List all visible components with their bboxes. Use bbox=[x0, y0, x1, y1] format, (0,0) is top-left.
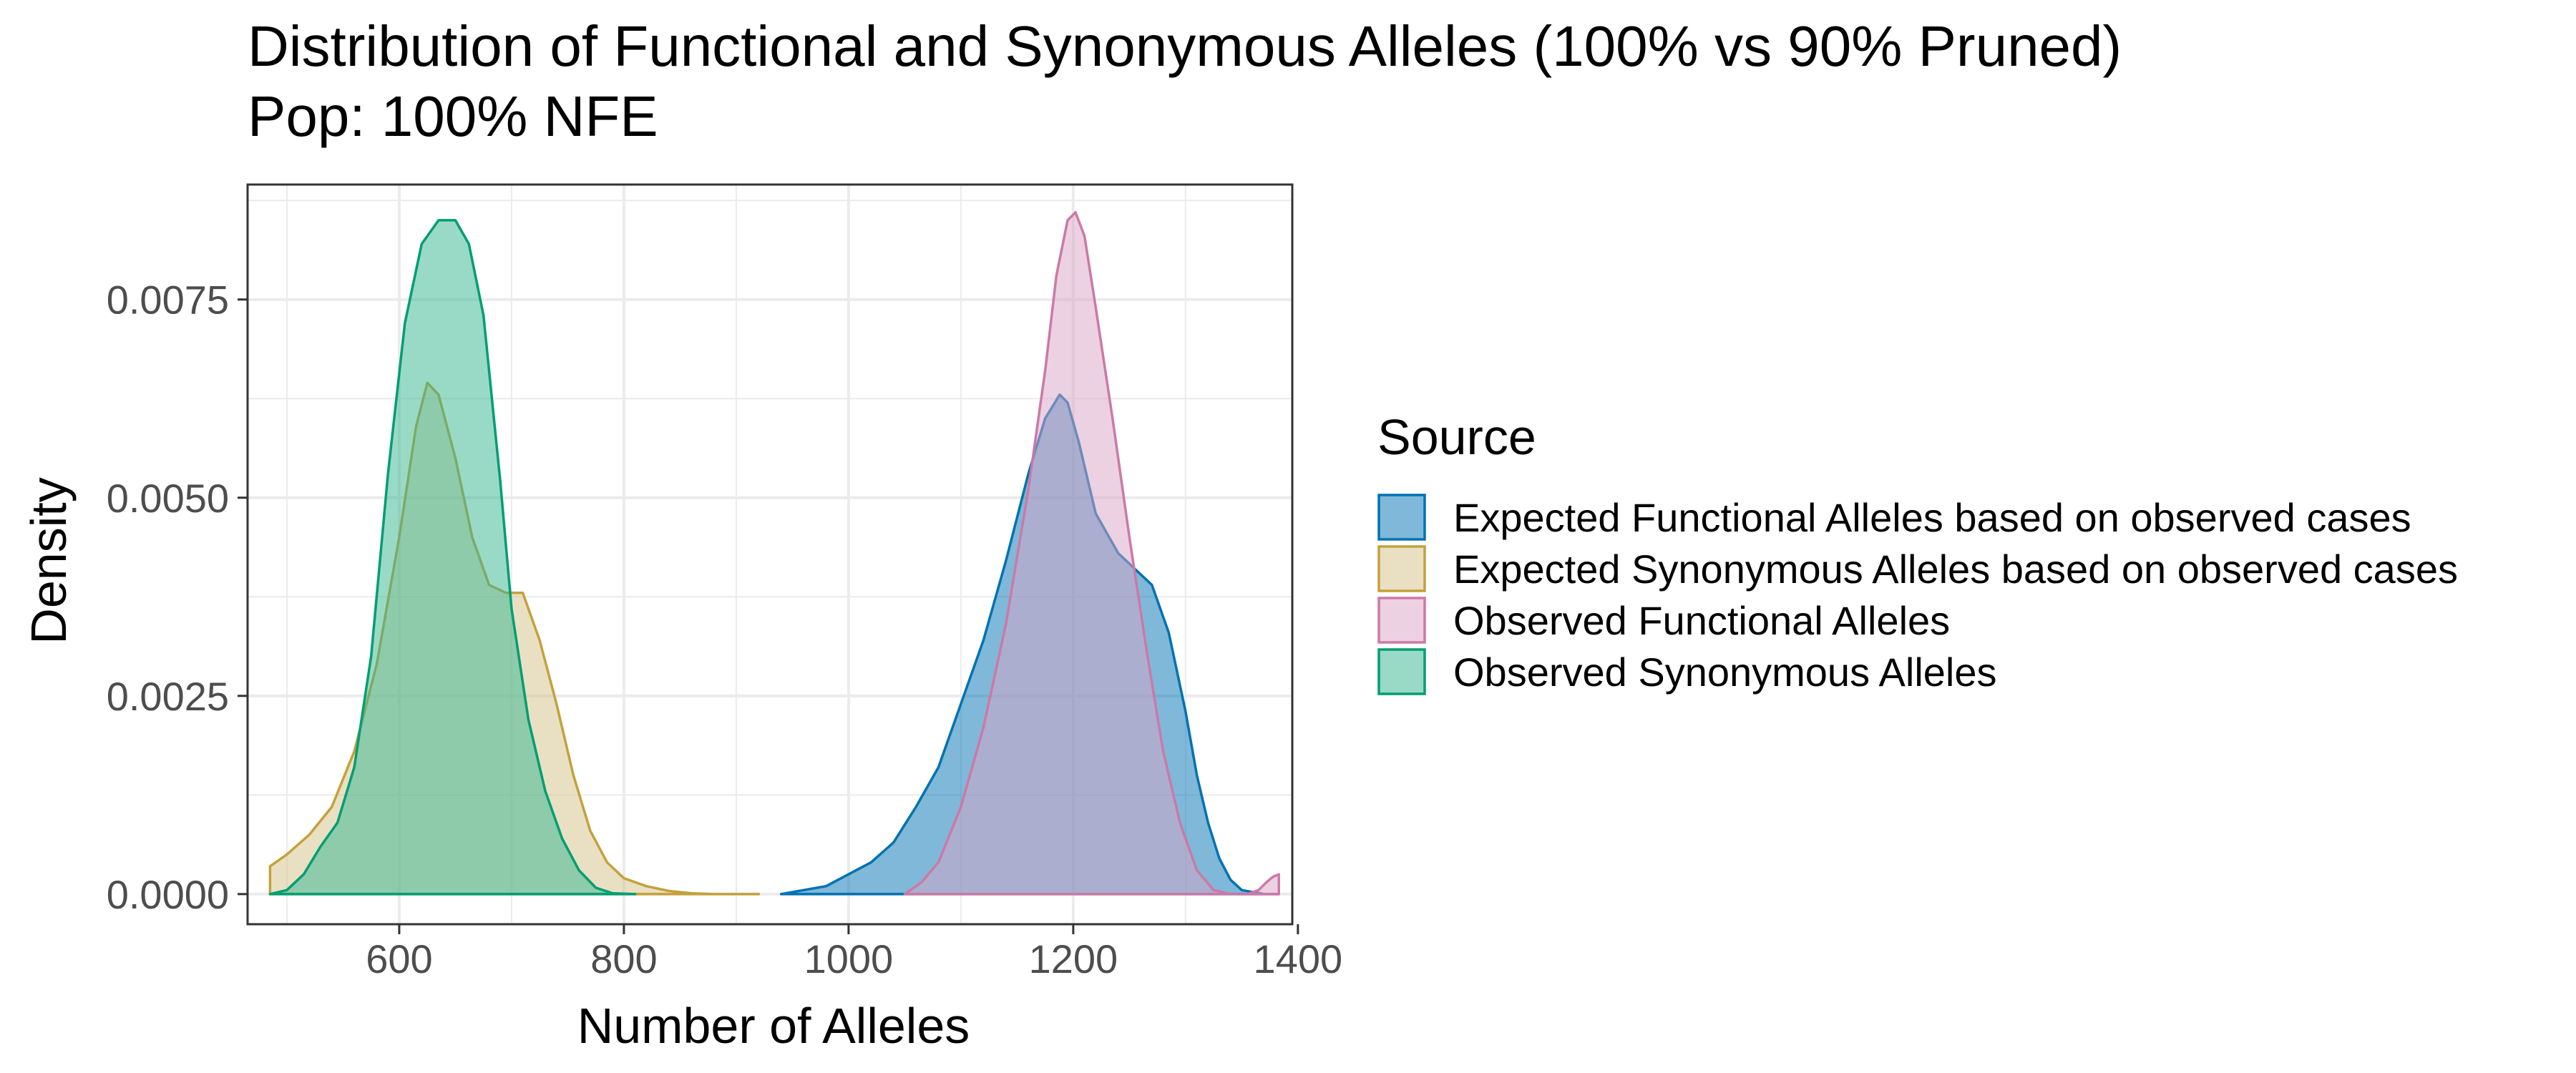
y-tick-label: 0.0000 bbox=[107, 872, 229, 917]
x-tick-label: 800 bbox=[590, 936, 657, 981]
x-tick-label: 1400 bbox=[1254, 936, 1343, 981]
legend: Source Expected Functional Alleles based… bbox=[1377, 409, 2458, 695]
x-tick-label: 600 bbox=[366, 936, 432, 981]
legend-items: Expected Functional Alleles based on obs… bbox=[1377, 494, 2458, 695]
y-tick-label: 0.0075 bbox=[107, 278, 229, 323]
legend-key-2 bbox=[1377, 545, 1426, 592]
legend-key-3 bbox=[1377, 597, 1426, 644]
legend-label-4: Observed Synonymous Alleles bbox=[1453, 650, 1997, 695]
x-axis-title: Number of Alleles bbox=[577, 998, 970, 1054]
chart-title: Distribution of Functional and Synonymou… bbox=[248, 14, 2122, 78]
x-tick-label: 1200 bbox=[1029, 936, 1118, 981]
y-axis: 0.0000 0.0025 0.0050 0.0075 bbox=[107, 278, 248, 917]
legend-label-1: Expected Functional Alleles based on obs… bbox=[1453, 495, 2411, 540]
legend-key-1 bbox=[1377, 494, 1426, 541]
density-area-3 bbox=[903, 211, 1280, 896]
panel-border bbox=[246, 183, 1294, 926]
x-axis: 600 800 1000 1200 1400 bbox=[366, 924, 1342, 981]
chart-subtitle: Pop: 100% NFE bbox=[248, 84, 658, 148]
plot-panel bbox=[246, 183, 1294, 926]
legend-title: Source bbox=[1377, 409, 1536, 465]
legend-key-4 bbox=[1377, 648, 1426, 695]
legend-label-3: Observed Functional Alleles bbox=[1453, 598, 1950, 643]
y-tick-label: 0.0025 bbox=[107, 674, 229, 719]
density-series bbox=[268, 211, 1280, 896]
legend-label-2: Expected Synonymous Alleles based on obs… bbox=[1453, 547, 2458, 592]
density-area-4 bbox=[268, 219, 637, 896]
y-axis-title: Density bbox=[21, 477, 77, 644]
x-tick-label: 1000 bbox=[804, 936, 894, 981]
y-tick-label: 0.0050 bbox=[107, 476, 229, 521]
